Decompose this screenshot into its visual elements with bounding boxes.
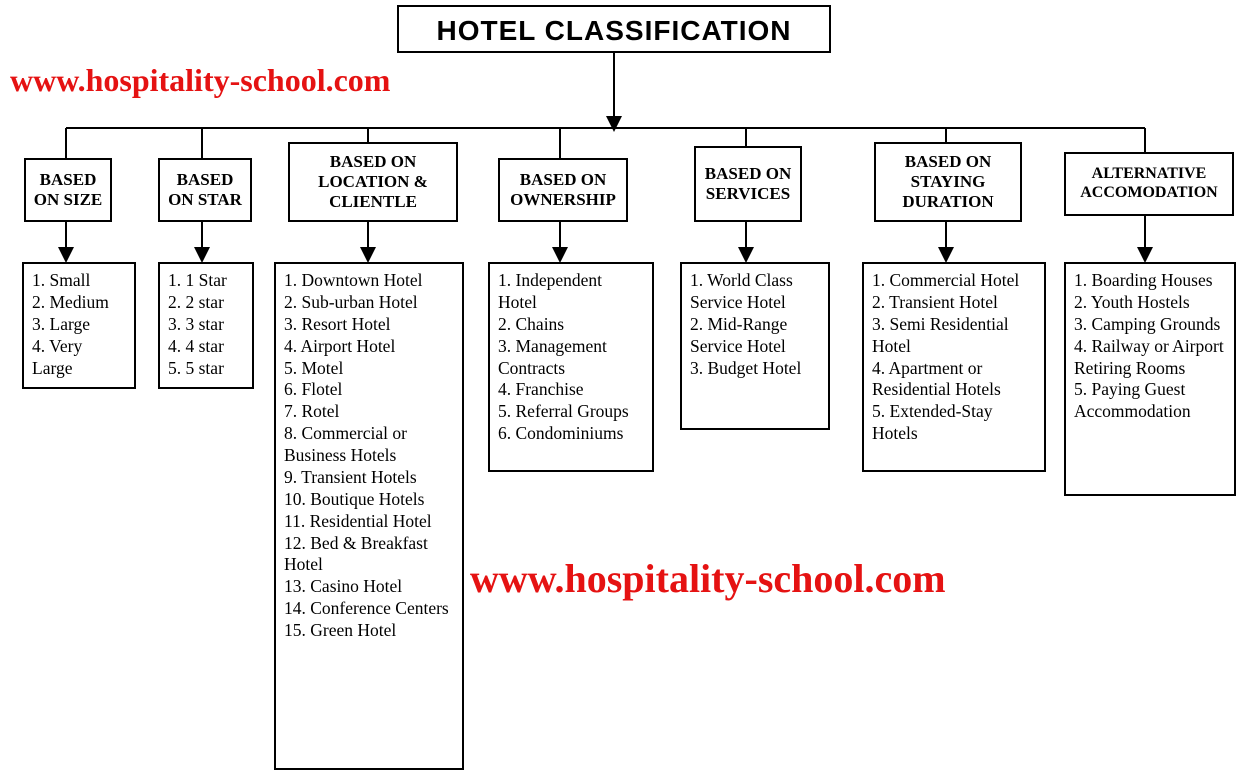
category-label-text: Based on Staying Duration bbox=[882, 152, 1014, 212]
list-item: 4. Apartment or Residential Hotels bbox=[872, 358, 1036, 402]
category-label-text: Based on Ownership bbox=[506, 170, 620, 210]
list-item: 2. 2 star bbox=[168, 292, 244, 314]
list-item: 4. Very Large bbox=[32, 336, 126, 380]
category-location-label: Based on Location & Clientle bbox=[288, 142, 458, 222]
list-item: 3. Large bbox=[32, 314, 126, 336]
category-services-list: 1. World Class Service Hotel2. Mid-Range… bbox=[680, 262, 830, 430]
diagram-title-box: HOTEL CLASSIFICATION bbox=[397, 5, 831, 53]
list-item: 8. Commercial or Business Hotels bbox=[284, 423, 454, 467]
category-star-list: 1. 1 Star2. 2 star3. 3 star4. 4 star5. 5… bbox=[158, 262, 254, 389]
list-item: 1. Boarding Houses bbox=[1074, 270, 1226, 292]
watermark-top: www.hospitality-school.com bbox=[10, 62, 390, 99]
list-item: 3. Camping Grounds bbox=[1074, 314, 1226, 336]
watermark-text: www.hospitality-school.com bbox=[470, 556, 946, 601]
category-label-text: Based on Services bbox=[702, 164, 794, 204]
list-item: 11. Residential Hotel bbox=[284, 511, 454, 533]
category-alternative-label: Alternative Accomodation bbox=[1064, 152, 1234, 216]
list-item: 1. Downtown Hotel bbox=[284, 270, 454, 292]
list-item: 6. Flotel bbox=[284, 379, 454, 401]
category-star-label: Based on Star bbox=[158, 158, 252, 222]
list-item: 1. 1 Star bbox=[168, 270, 244, 292]
list-item: 5. Motel bbox=[284, 358, 454, 380]
watermark-text: www.hospitality-school.com bbox=[10, 62, 390, 98]
list-item: 5. 5 star bbox=[168, 358, 244, 380]
category-alternative-list: 1. Boarding Houses2. Youth Hostels3. Cam… bbox=[1064, 262, 1236, 496]
category-duration-list: 1. Commercial Hotel2. Transient Hotel3. … bbox=[862, 262, 1046, 472]
category-location-list: 1. Downtown Hotel2. Sub-urban Hotel3. Re… bbox=[274, 262, 464, 770]
category-label-text: Alternative Accomodation bbox=[1072, 165, 1226, 203]
list-item: 1. World Class Service Hotel bbox=[690, 270, 820, 314]
list-item: 1. Commercial Hotel bbox=[872, 270, 1036, 292]
list-item: 5. Referral Groups bbox=[498, 401, 644, 423]
list-item: 2. Chains bbox=[498, 314, 644, 336]
list-item: 3. Semi Residential Hotel bbox=[872, 314, 1036, 358]
list-item: 2. Sub-urban Hotel bbox=[284, 292, 454, 314]
list-item: 5. Extended-Stay Hotels bbox=[872, 401, 1036, 445]
category-label-text: Based on Star bbox=[166, 170, 244, 210]
list-item: 2. Transient Hotel bbox=[872, 292, 1036, 314]
category-ownership-label: Based on Ownership bbox=[498, 158, 628, 222]
list-item: 3. Resort Hotel bbox=[284, 314, 454, 336]
category-size-list: 1. Small2. Medium3. Large4. Very Large bbox=[22, 262, 136, 389]
category-services-label: Based on Services bbox=[694, 146, 802, 222]
list-item: 4. Railway or Airport Retiring Rooms bbox=[1074, 336, 1226, 380]
list-item: 6. Condominiums bbox=[498, 423, 644, 445]
list-item: 3. 3 star bbox=[168, 314, 244, 336]
list-item: 4. Airport Hotel bbox=[284, 336, 454, 358]
list-item: 14. Conference Centers bbox=[284, 598, 454, 620]
category-ownership-list: 1. Independent Hotel2. Chains3. Manageme… bbox=[488, 262, 654, 472]
list-item: 12. Bed & Breakfast Hotel bbox=[284, 533, 454, 577]
list-item: 1. Small bbox=[32, 270, 126, 292]
list-item: 2. Mid-Range Service Hotel bbox=[690, 314, 820, 358]
list-item: 4. 4 star bbox=[168, 336, 244, 358]
list-item: 1. Independent Hotel bbox=[498, 270, 644, 314]
list-item: 3. Budget Hotel bbox=[690, 358, 820, 380]
list-item: 2. Youth Hostels bbox=[1074, 292, 1226, 314]
category-label-text: Based on Size bbox=[32, 170, 104, 210]
list-item: 3. Management Contracts bbox=[498, 336, 644, 380]
watermark-bottom: www.hospitality-school.com bbox=[470, 555, 946, 602]
list-item: 9. Transient Hotels bbox=[284, 467, 454, 489]
diagram-title: HOTEL CLASSIFICATION bbox=[437, 15, 792, 46]
list-item: 2. Medium bbox=[32, 292, 126, 314]
list-item: 15. Green Hotel bbox=[284, 620, 454, 642]
list-item: 7. Rotel bbox=[284, 401, 454, 423]
list-item: 4. Franchise bbox=[498, 379, 644, 401]
list-item: 13. Casino Hotel bbox=[284, 576, 454, 598]
list-item: 5. Paying Guest Accommodation bbox=[1074, 379, 1226, 423]
category-size-label: Based on Size bbox=[24, 158, 112, 222]
list-item: 10. Boutique Hotels bbox=[284, 489, 454, 511]
category-duration-label: Based on Staying Duration bbox=[874, 142, 1022, 222]
category-label-text: Based on Location & Clientle bbox=[296, 152, 450, 212]
